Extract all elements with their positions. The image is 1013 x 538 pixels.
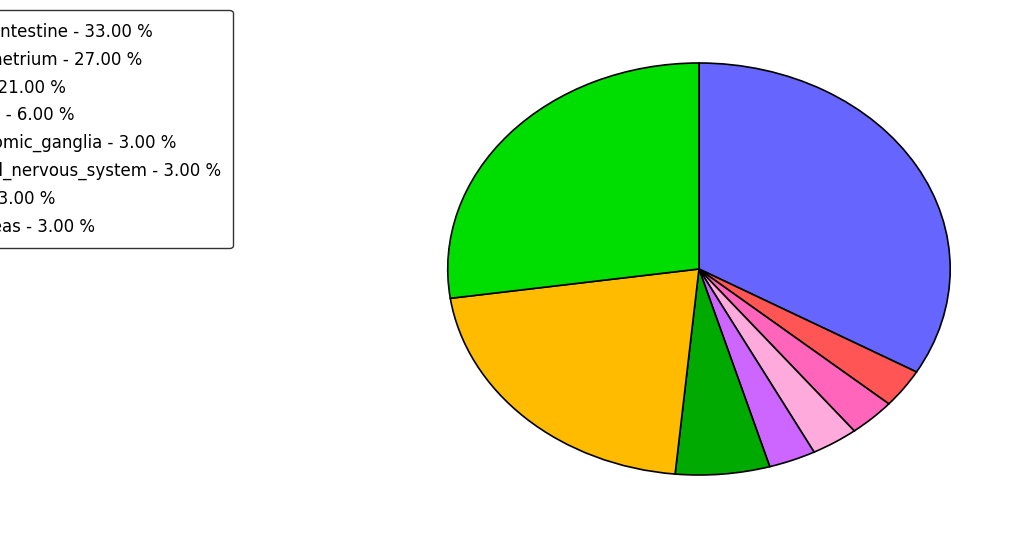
Wedge shape — [699, 269, 917, 404]
Legend: large_intestine - 33.00 %, endometrium - 27.00 %, lung - 21.00 %, kidney - 6.00 : large_intestine - 33.00 %, endometrium -… — [0, 10, 233, 248]
Wedge shape — [448, 63, 699, 298]
Wedge shape — [699, 63, 950, 372]
Wedge shape — [699, 269, 814, 466]
Wedge shape — [675, 269, 770, 475]
Wedge shape — [699, 269, 854, 452]
Wedge shape — [699, 269, 888, 431]
Wedge shape — [451, 269, 699, 474]
